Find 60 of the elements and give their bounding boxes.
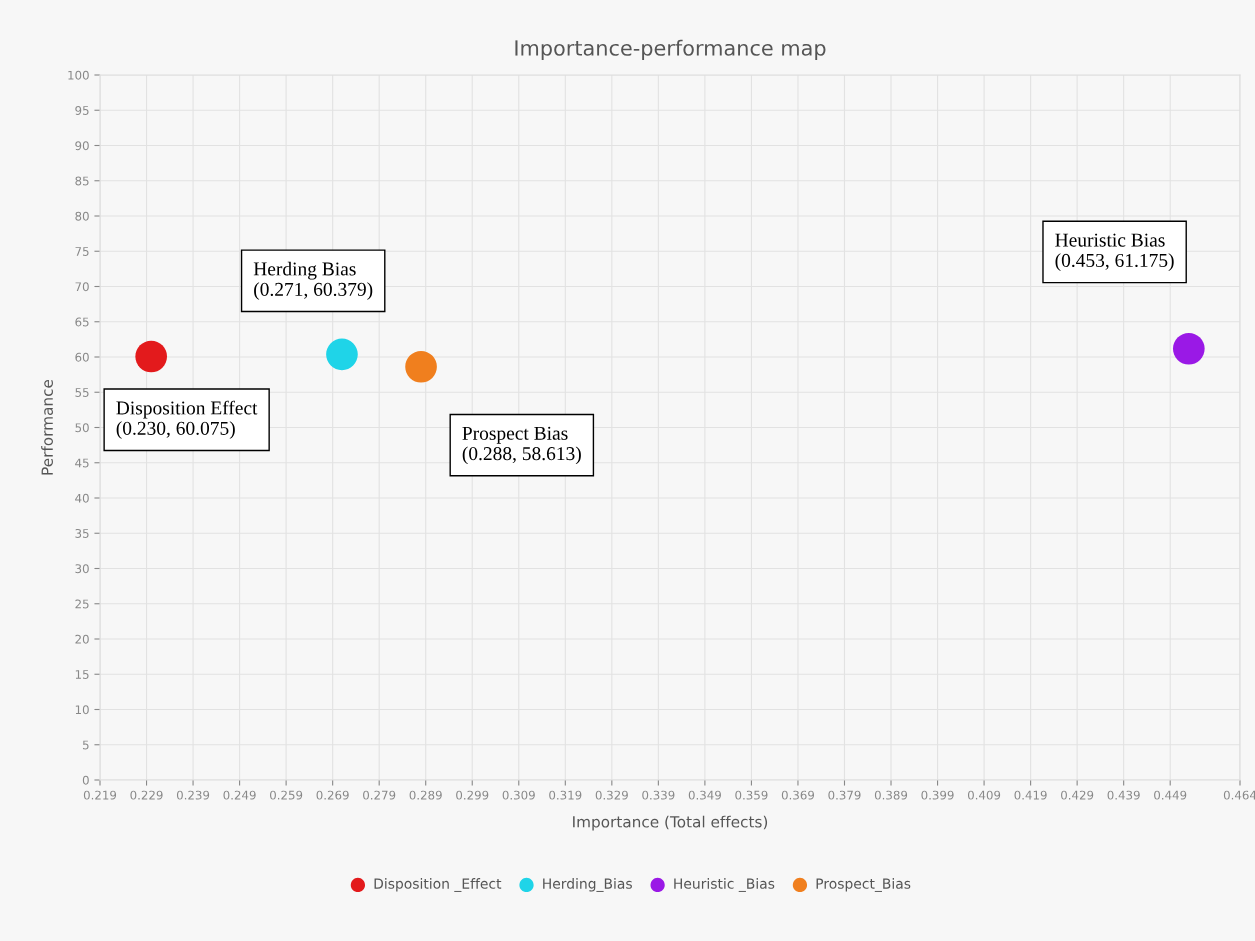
x-tick-label: 0.269 [316,790,349,800]
annotation: Disposition Effect (0.230, 60.075) [116,400,258,439]
x-axis-title: Importance (Total effects) [573,815,768,831]
x-tick-label: 0.359 [735,790,768,800]
legend-label: Disposition _Effect [374,878,502,892]
x-tick-label: 0.219 [83,790,117,800]
y-tick-label: 70 [75,282,89,292]
legend-label: Heuristic _Bias [674,878,775,892]
y-tick-label: 0 [82,775,89,785]
x-tick-label: 0.339 [642,790,675,800]
x-tick-label: 0.379 [828,790,861,800]
x-tick-label: 0.369 [781,790,815,800]
y-tick-label: 85 [75,176,89,186]
y-tick-label: 25 [75,599,89,609]
y-tick-label: 50 [75,423,89,433]
x-tick-label: 0.229 [130,790,163,800]
x-tick-label: 0.249 [223,790,256,800]
x-tick-label: 0.429 [1061,790,1094,800]
point [405,350,437,383]
y-tick-label: 35 [75,528,89,538]
x-tick-label: 0.289 [409,790,442,800]
annotation: Heuristic Bias (0.453, 61.175) [1055,233,1174,271]
x-tick-label: 0.439 [1107,790,1140,800]
point [326,338,358,371]
y-tick-label: 60 [75,352,89,362]
x-tick-label: 0.349 [688,790,721,800]
legend-label: Herding_Bias [543,878,632,892]
x-tick-label: 0.329 [595,790,628,800]
y-tick-label: 45 [75,458,89,468]
x-tick-label: 0.419 [1014,790,1047,800]
y-tick-label: 20 [75,634,89,644]
y-tick-label: 40 [75,493,89,503]
y-tick-label: 90 [75,141,89,151]
y-tick-label: 95 [75,105,89,115]
y-tick-label: 30 [75,564,89,574]
y-tick-label: 75 [75,247,89,256]
legend-label: Prospect_Bias [816,878,911,892]
point [135,340,168,373]
x-tick-label: 0.239 [176,790,210,800]
point [1172,332,1205,365]
y-tick-label: 55 [75,388,89,397]
x-tick-label: 0.279 [363,790,396,800]
y-tick-label: 5 [82,740,89,750]
x-tick-label: 0.389 [874,790,908,800]
y-tick-label: 15 [75,670,89,679]
y-tick-label: 80 [75,211,89,221]
x-tick-label: 0.449 [1154,790,1187,800]
x-tick-label: 0.259 [270,790,303,800]
chart-title: Importance-performance map [515,39,826,60]
y-tick-label: 65 [75,317,89,327]
x-tick-label: 0.319 [549,790,582,800]
x-tick-label: 0.409 [967,790,1001,800]
x-tick-label: 0.309 [502,790,535,800]
y-tick-label: 10 [75,705,89,715]
y-axis-title: Performance [41,379,53,475]
y-tick-label: 100 [68,70,89,80]
annotation: Herding Bias (0.271, 60.379) [253,261,373,300]
x-tick-label: 0.299 [456,790,489,800]
annotation: Prospect Bias (0.288, 58.613) [462,426,581,465]
x-tick-label: 0.399 [921,790,954,800]
